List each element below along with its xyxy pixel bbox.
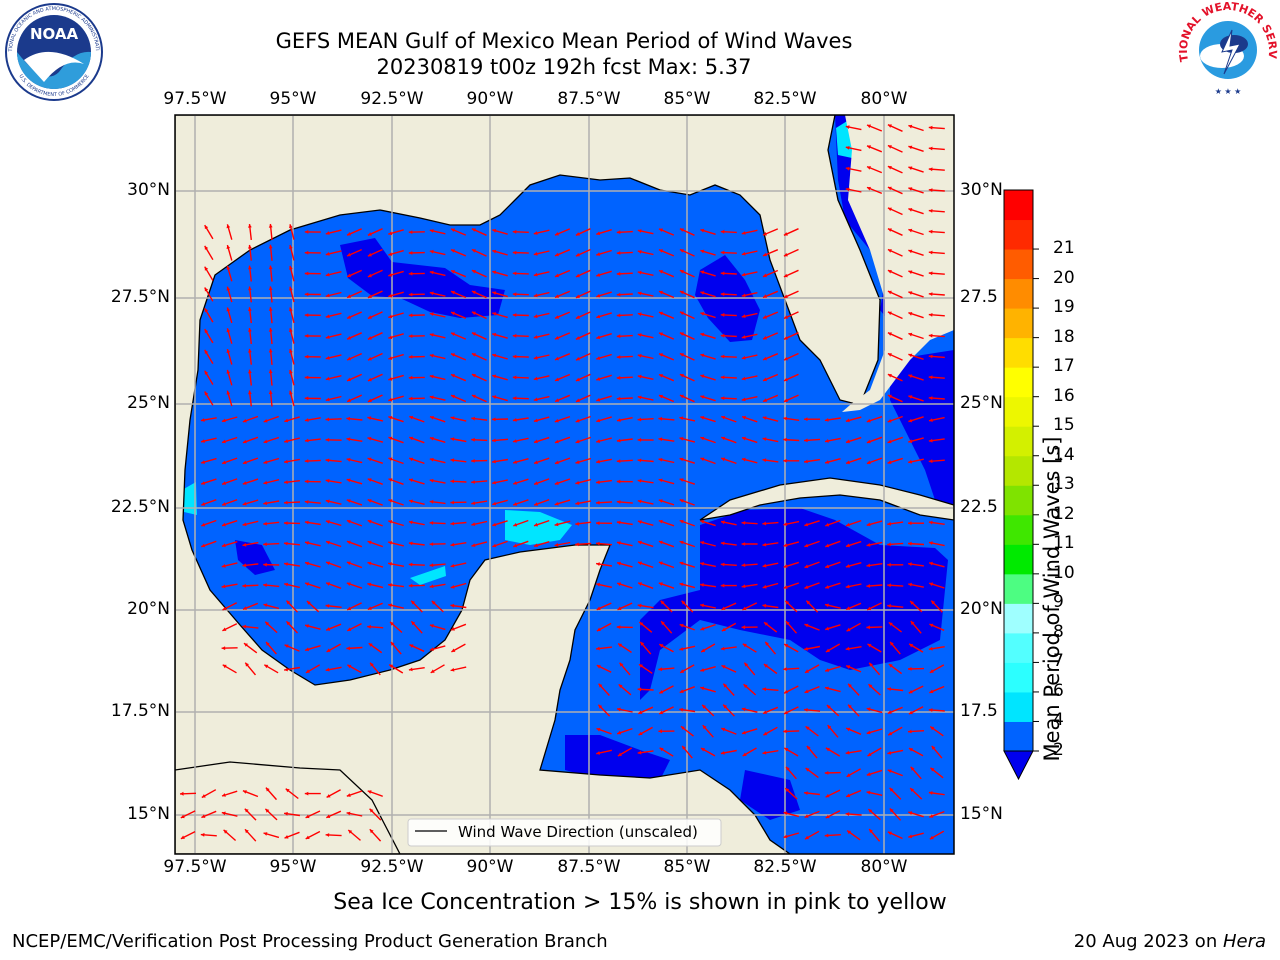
lon-tick-top: 87.5°W bbox=[557, 89, 621, 109]
lon-tick-bottom: 92.5°W bbox=[360, 857, 424, 877]
colorbar-tick-label: 18 bbox=[1053, 326, 1075, 347]
footer-machine: Hera bbox=[1222, 931, 1266, 952]
colorbar-segment bbox=[1004, 190, 1033, 221]
colorbar-tick-label: 8 bbox=[1053, 621, 1064, 642]
map-frame bbox=[174, 114, 955, 855]
lat-tick-left: 15°N bbox=[127, 804, 170, 824]
lon-tick-bottom: 85°W bbox=[663, 857, 711, 877]
colorbar-tick-label: 15 bbox=[1053, 415, 1075, 436]
colorbar-segment bbox=[1004, 632, 1033, 663]
colorbar-segment bbox=[1004, 721, 1033, 752]
mid-period-patches bbox=[182, 118, 954, 585]
legend-label: Wind Wave Direction (unscaled) bbox=[458, 823, 698, 841]
chart-title: GEFS MEAN Gulf of Mexico Mean Period of … bbox=[275, 29, 853, 53]
lon-tick-bottom: 80°W bbox=[860, 857, 908, 877]
lon-tick-bottom: 82.5°W bbox=[753, 857, 817, 877]
colorbar-segment bbox=[1004, 514, 1033, 545]
lon-tick-top: 85°W bbox=[663, 89, 711, 109]
colorbar-segment bbox=[1004, 485, 1033, 516]
lat-tick-left: 17.5°N bbox=[110, 701, 170, 721]
colorbar-tick-label: 21 bbox=[1053, 238, 1075, 259]
footer-date: 20 Aug 2023 on Hera bbox=[1073, 931, 1266, 952]
colorbar-tick-label: 17 bbox=[1053, 356, 1075, 377]
lon-tick-top: 80°W bbox=[860, 89, 908, 109]
colorbar-segment bbox=[1004, 573, 1033, 604]
lat-tick-right: 17.5 bbox=[960, 701, 998, 721]
colorbar-segment bbox=[1004, 337, 1033, 368]
colorbar-tick-label: 9 bbox=[1053, 592, 1064, 613]
colorbar-tick-label: 7 bbox=[1053, 651, 1064, 672]
colorbar-tick-label: 13 bbox=[1053, 474, 1075, 495]
colorbar-tick-label: 12 bbox=[1053, 503, 1075, 524]
lat-tick-left: 25°N bbox=[127, 393, 170, 413]
lon-tick-top: 90°W bbox=[466, 89, 514, 109]
colorbar-segment bbox=[1004, 249, 1033, 280]
lon-tick-top: 97.5°W bbox=[163, 89, 227, 109]
colorbar-extend-min bbox=[1003, 750, 1034, 781]
sea-ice-caption: Sea Ice Concentration > 15% is shown in … bbox=[333, 890, 947, 915]
colorbar-segment bbox=[1004, 396, 1033, 427]
lon-tick-top: 92.5°W bbox=[360, 89, 424, 109]
lon-tick-top: 95°W bbox=[269, 89, 317, 109]
chart-subtitle: 20230819 t00z 192h fcst Max: 5.37 bbox=[376, 55, 752, 79]
colorbar-segment bbox=[1004, 662, 1033, 693]
lat-tick-left: 20°N bbox=[127, 599, 170, 619]
footer-credit: NCEP/EMC/Verification Post Processing Pr… bbox=[12, 931, 608, 952]
colorbar-tick-label: 4 bbox=[1053, 710, 1064, 731]
lat-tick-right: 15°N bbox=[960, 804, 1003, 824]
lat-tick-right: 22.5 bbox=[960, 497, 998, 517]
colorbar-segment bbox=[1004, 367, 1033, 398]
svg-text:★ ★ ★: ★ ★ ★ bbox=[1215, 87, 1242, 96]
colorbar-segment bbox=[1004, 691, 1033, 722]
colorbar-segment bbox=[1004, 426, 1033, 457]
colorbar-tick-label: 20 bbox=[1053, 267, 1075, 288]
lon-tick-bottom: 97.5°W bbox=[163, 857, 227, 877]
lon-tick-top: 82.5°W bbox=[753, 89, 817, 109]
colorbar-tick-label: 6 bbox=[1053, 680, 1064, 701]
colorbar-tick-label: 19 bbox=[1053, 297, 1075, 318]
colorbar-tick-label: 16 bbox=[1053, 385, 1075, 406]
lon-tick-bottom: 87.5°W bbox=[557, 857, 621, 877]
lat-tick-left: 30°N bbox=[127, 180, 170, 200]
lat-tick-right: 27.5 bbox=[960, 287, 998, 307]
colorbar bbox=[1003, 189, 1039, 781]
colorbar-tick-label: 11 bbox=[1053, 533, 1075, 554]
lat-tick-right: 30°N bbox=[960, 180, 1003, 200]
colorbar-tick-label: 2 bbox=[1053, 740, 1064, 760]
colorbar-segment bbox=[1004, 278, 1033, 309]
colorbar-segment bbox=[1004, 603, 1033, 634]
lat-tick-left: 27.5°N bbox=[110, 287, 170, 307]
lat-tick-left: 22.5°N bbox=[110, 497, 170, 517]
lat-tick-right: 20°N bbox=[960, 599, 1003, 619]
colorbar-segment bbox=[1004, 544, 1033, 575]
colorbar-tick-label: 14 bbox=[1053, 444, 1075, 465]
lat-tick-right: 25°N bbox=[960, 393, 1003, 413]
noaa-logo: NOAA NATIONAL OCEANIC AND ATMOSPHERIC AD… bbox=[2, 0, 104, 102]
colorbar-segment bbox=[1004, 219, 1033, 250]
lon-tick-bottom: 90°W bbox=[466, 857, 514, 877]
noaa-logo-text: NOAA bbox=[30, 25, 79, 43]
colorbar-segment bbox=[1004, 455, 1033, 486]
colorbar-segment bbox=[1004, 308, 1033, 339]
map-legend: Wind Wave Direction (unscaled) bbox=[407, 818, 722, 847]
colorbar-tick-label: 10 bbox=[1053, 562, 1075, 583]
lon-tick-bottom: 95°W bbox=[269, 857, 317, 877]
wind-wave-direction-arrows bbox=[179, 124, 945, 842]
nws-logo: NATIONAL WEATHER SERVICE ★ ★ ★ bbox=[1173, 0, 1279, 100]
